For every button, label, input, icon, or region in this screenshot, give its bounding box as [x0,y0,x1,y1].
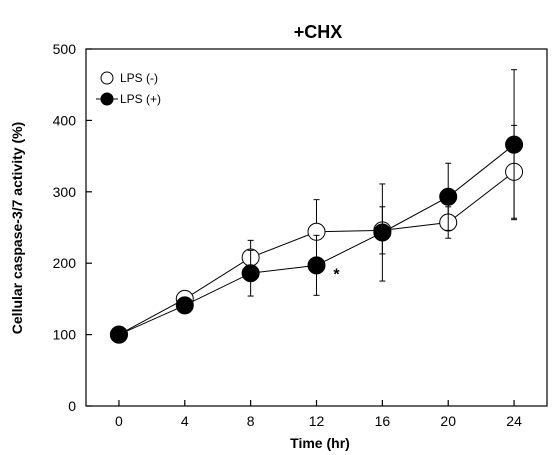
y-axis-label: Cellular caspase-3/7 activity (%) [9,122,25,334]
y-tick-label: 100 [53,327,77,343]
x-tick-label: 24 [506,413,522,429]
data-point [109,325,128,344]
x-tick-label: 4 [181,413,189,429]
axis-ticks: 0 4 8 12 16 20 24 0 100 200 300 400 500 [53,41,522,429]
legend-marker [100,92,114,106]
legend-item: LPS (-) [100,71,158,85]
x-tick-label: 12 [309,413,325,429]
data-point [505,135,524,154]
x-tick-label: 0 [115,413,123,429]
x-axis-label: Time (hr) [290,435,350,451]
chart-title: +CHX [294,22,343,42]
legend: LPS (-) LPS (+) [96,71,161,106]
data-point [241,264,260,283]
y-tick-label: 0 [68,398,76,414]
legend-marker [100,71,114,85]
y-tick-label: 500 [53,41,77,57]
x-tick-label: 16 [375,413,391,429]
data-point [307,256,326,275]
y-tick-label: 400 [53,112,77,128]
legend-label: LPS (-) [120,71,158,85]
series-layer: * [109,69,524,344]
data-point [175,296,194,315]
y-tick-label: 300 [53,184,77,200]
y-tick-label: 200 [53,255,77,271]
legend-item: LPS (+) [96,92,161,106]
significance-marker: * [333,266,340,283]
legend-label: LPS (+) [120,92,161,106]
data-point [373,223,392,242]
x-tick-label: 8 [247,413,255,429]
data-point [439,187,458,206]
series-lps-positive [109,69,524,344]
x-tick-label: 20 [440,413,456,429]
